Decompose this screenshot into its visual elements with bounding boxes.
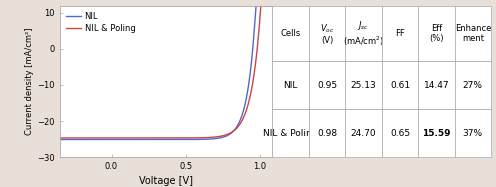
Line: NIL & Poling: NIL & Poling xyxy=(60,6,270,138)
NIL xyxy=(253,4,259,7)
NIL & Poling xyxy=(152,137,158,139)
Legend: NIL, NIL & Poling: NIL, NIL & Poling xyxy=(63,10,138,35)
NIL xyxy=(57,138,62,141)
X-axis label: Voltage [V]: Voltage [V] xyxy=(139,177,193,186)
NIL & Poling xyxy=(215,136,221,138)
NIL xyxy=(267,4,273,7)
NIL xyxy=(152,138,158,141)
NIL & Poling xyxy=(94,137,100,139)
Line: NIL: NIL xyxy=(60,6,270,140)
NIL & Poling xyxy=(181,137,187,139)
NIL xyxy=(197,138,203,140)
NIL & Poling xyxy=(258,4,264,7)
NIL & Poling xyxy=(267,4,273,7)
NIL & Poling xyxy=(197,137,203,139)
NIL xyxy=(181,138,187,141)
NIL xyxy=(94,138,100,141)
Y-axis label: Current density [mA/cm²]: Current density [mA/cm²] xyxy=(25,28,34,135)
NIL & Poling xyxy=(111,137,117,139)
NIL xyxy=(215,137,221,139)
NIL xyxy=(111,138,117,141)
NIL & Poling xyxy=(57,137,62,139)
